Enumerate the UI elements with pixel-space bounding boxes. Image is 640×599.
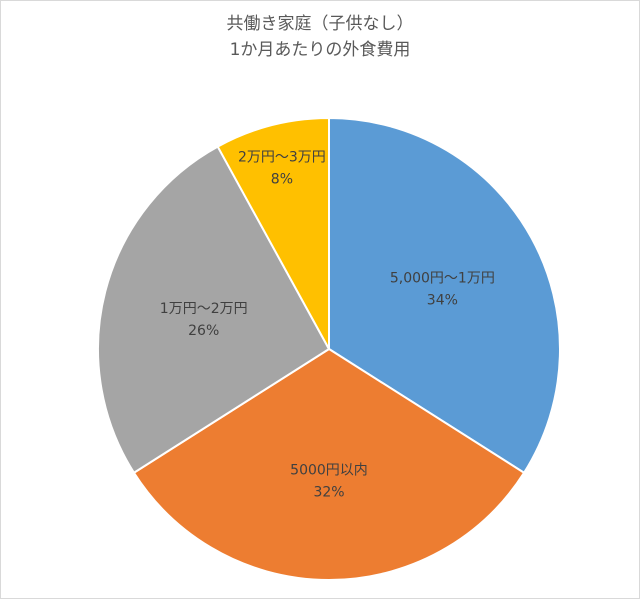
slice-percent-label-1: 32%: [313, 484, 344, 500]
pie-slice-0: [328, 116, 561, 475]
slice-category-label-1: 5000円以内: [290, 462, 368, 478]
pie-slice-2: [97, 145, 331, 475]
slice-percent-label-3: 8%: [271, 172, 293, 188]
pie-slice-3: [216, 116, 330, 350]
slice-percent-label-0: 34%: [427, 293, 458, 309]
slice-percent-label-2: 26%: [188, 323, 219, 339]
chart-title: 共働き家庭（子供なし） 1か月あたりの外食費用: [1, 11, 639, 63]
slice-category-label-0: 5,000円～1万円: [390, 271, 495, 287]
pie-slice-1: [132, 347, 526, 581]
chart-title-line-1: 共働き家庭（子供なし）: [226, 14, 414, 34]
slice-category-label-3: 2万円～3万円: [238, 150, 326, 166]
slice-category-label-2: 1万円～2万円: [160, 301, 248, 317]
chart-title-line-2: 1か月あたりの外食費用: [229, 40, 411, 60]
